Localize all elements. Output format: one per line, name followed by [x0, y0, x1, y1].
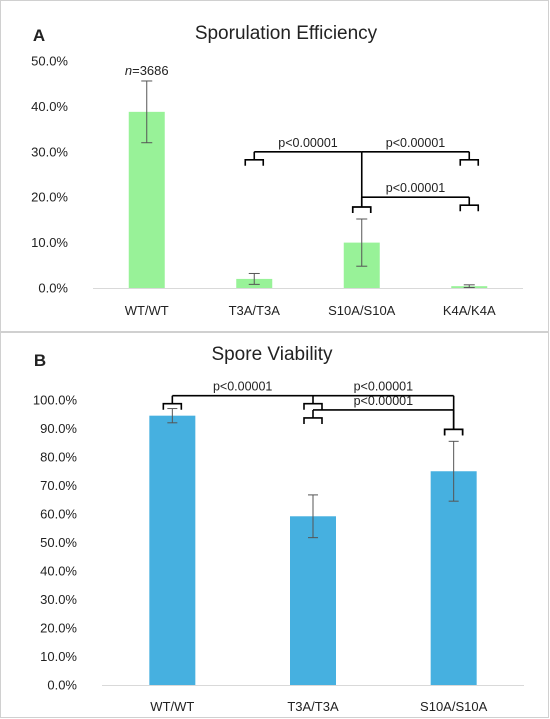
x-tick-label: WT/WT — [150, 699, 194, 714]
significance-bracket — [443, 428, 464, 436]
y-tick-label: 0.0% — [38, 281, 68, 296]
x-tick-label: WT/WT — [125, 303, 169, 318]
sample-size-value: =3686 — [132, 63, 169, 78]
significance-bracket — [459, 204, 480, 212]
y-tick-label: 10.0% — [31, 235, 68, 250]
significance-bracket — [162, 402, 183, 410]
y-tick-label: 0.0% — [47, 678, 77, 693]
chart-title: Sporulation Efficiency — [195, 23, 378, 44]
y-tick-label: 40.0% — [31, 99, 68, 114]
p-value-label: p<0.00001 — [354, 380, 413, 394]
y-tick-label: 50.0% — [31, 54, 68, 69]
y-tick-label: 20.0% — [31, 190, 68, 205]
significance-bracket — [443, 428, 464, 436]
significance-bracket — [351, 206, 372, 213]
x-tick-label: S10A/S10A — [420, 699, 488, 714]
bar — [149, 415, 196, 685]
sample-size-prefix: n — [125, 63, 132, 78]
bar — [430, 471, 477, 685]
x-tick-label: T3A/T3A — [229, 303, 281, 318]
y-tick-label: 20.0% — [40, 621, 77, 636]
significance-bracket — [244, 159, 265, 166]
y-tick-label: 90.0% — [40, 421, 77, 436]
p-value-label: p<0.00001 — [354, 394, 413, 408]
x-tick-label: K4A/K4A — [443, 303, 496, 318]
y-tick-label: 10.0% — [40, 649, 77, 664]
bar — [290, 516, 336, 685]
x-tick-label: S10A/S10A — [328, 303, 396, 318]
sample-size-annotation: n=3686 — [125, 63, 169, 78]
p-value-label: p<0.00001 — [278, 136, 337, 150]
significance-bracket — [459, 159, 480, 166]
y-tick-label: 60.0% — [40, 507, 77, 522]
panel-label: A — [33, 26, 45, 45]
p-value-label: p<0.00001 — [386, 181, 445, 195]
panel-label: B — [34, 351, 46, 370]
panel-a: A Sporulation Efficiency 0.0% 10.0% 20.0% 30.… — [0, 0, 549, 332]
p-value-label: p<0.00001 — [213, 380, 272, 394]
y-tick-label: 70.0% — [40, 478, 77, 493]
y-tick-label: 50.0% — [40, 535, 77, 550]
y-tick-label: 80.0% — [40, 450, 77, 465]
spore-viability-chart: B Spore Viability 0.0% 10.0% 20.0% 30.0% 40.0%… — [33, 344, 524, 714]
x-tick-label: T3A/T3A — [287, 699, 339, 714]
significance-bracket — [351, 206, 372, 213]
significance-bracket — [303, 402, 323, 410]
y-tick-label: 30.0% — [31, 144, 68, 159]
sporulation-efficiency-chart: A Sporulation Efficiency 0.0% 10.0% 20.0% 30.… — [31, 23, 523, 318]
chart-title: Spore Viability — [211, 344, 333, 365]
panel-b: B Spore Viability 0.0% 10.0% 20.0% 30.0% 40.0%… — [0, 332, 549, 718]
y-tick-label: 30.0% — [40, 592, 77, 607]
y-tick-label: 40.0% — [40, 564, 77, 579]
significance-bracket — [303, 417, 323, 424]
y-tick-label: 100.0% — [33, 393, 78, 408]
p-value-label: p<0.00001 — [386, 136, 445, 150]
